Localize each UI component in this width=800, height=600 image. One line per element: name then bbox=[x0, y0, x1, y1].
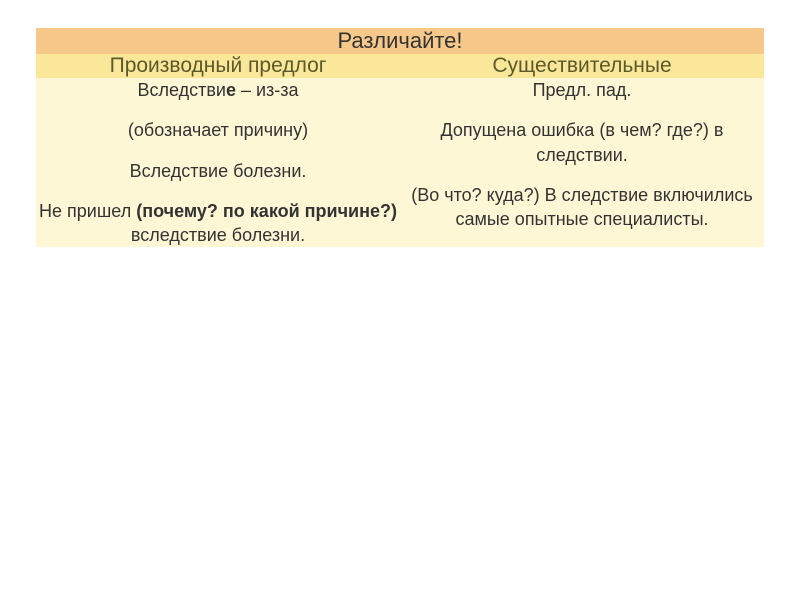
table-title: Различайте! bbox=[36, 28, 764, 54]
right-p1: Предл. пад. bbox=[400, 78, 764, 102]
left-p1-ending: е bbox=[226, 80, 236, 100]
title-row: Различайте! bbox=[36, 28, 764, 54]
left-p1-prefix: Вследстви bbox=[137, 80, 226, 100]
body-cell-preposition: Вследствие – из-за (обозначает причину) … bbox=[36, 78, 400, 247]
body-row: Вследствие – из-за (обозначает причину) … bbox=[36, 78, 764, 247]
slide-container: Различайте! Производный предлог Существи… bbox=[0, 0, 800, 247]
col-header-preposition: Производный предлог bbox=[36, 54, 400, 78]
left-p4-part1: Не пришел bbox=[39, 201, 136, 221]
left-p3: Вследствие болезни. bbox=[36, 159, 400, 183]
left-p2: (обозначает причину) bbox=[36, 118, 400, 142]
col-header-noun: Существительные bbox=[400, 54, 764, 78]
left-p1-suffix: – из-за bbox=[236, 80, 299, 100]
body-cell-noun: Предл. пад. Допущена ошибка (в чем? где?… bbox=[400, 78, 764, 247]
left-p1: Вследствие – из-за bbox=[36, 78, 400, 102]
header-row: Производный предлог Существительные bbox=[36, 54, 764, 78]
grammar-table: Различайте! Производный предлог Существи… bbox=[36, 28, 764, 247]
left-p4-part2: вследствие болезни. bbox=[131, 225, 305, 245]
right-p2: Допущена ошибка (в чем? где?) в следстви… bbox=[400, 118, 764, 167]
left-p4-bold: (почему? по какой причине?) bbox=[136, 201, 397, 221]
left-p4: Не пришел (почему? по какой причине?) вс… bbox=[36, 199, 400, 248]
right-p3: (Во что? куда?) В следствие включились с… bbox=[400, 183, 764, 232]
